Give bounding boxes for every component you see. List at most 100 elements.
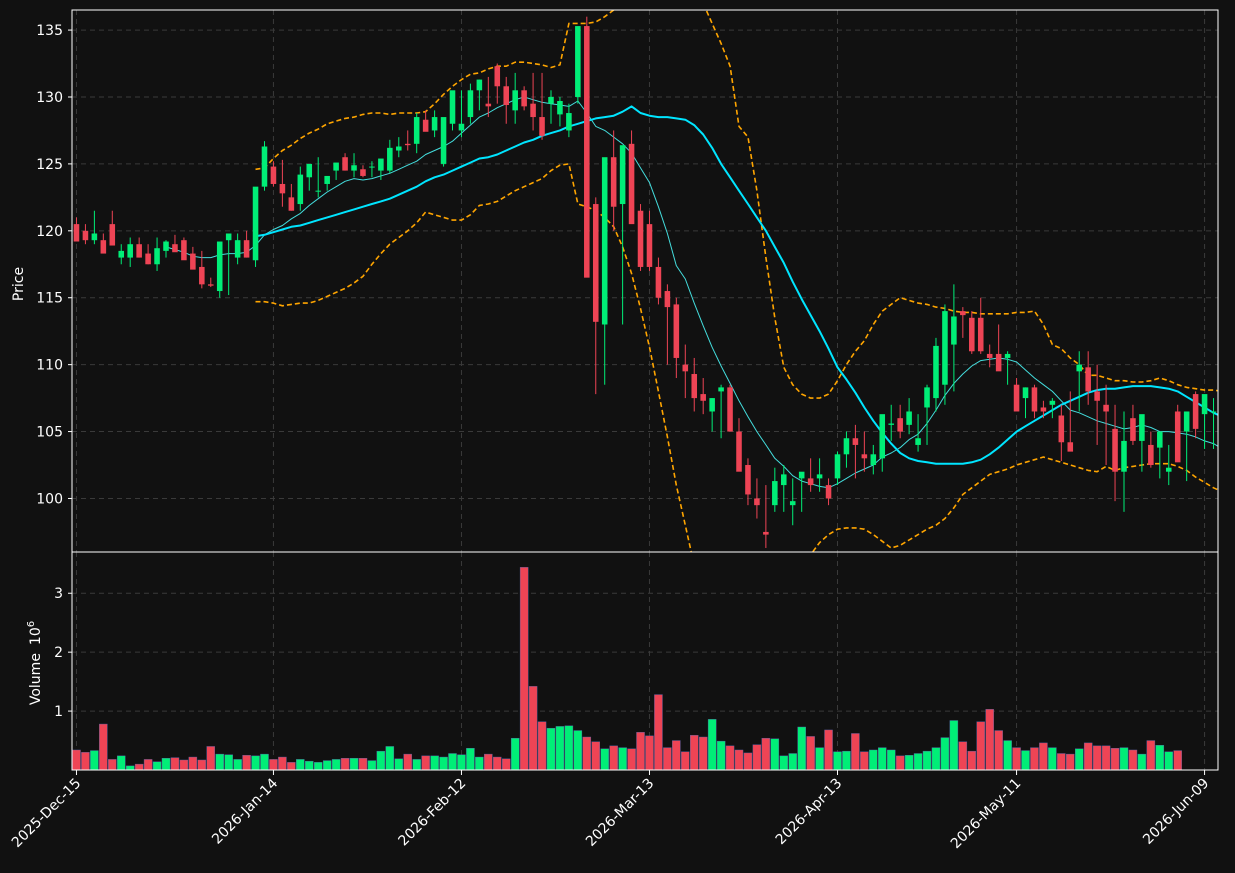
volume-bar xyxy=(394,758,404,771)
candlesticks xyxy=(73,16,1217,548)
volume-bar xyxy=(967,750,977,771)
candle-body xyxy=(1139,414,1145,441)
volume-bar xyxy=(358,758,368,771)
candle-body xyxy=(109,224,116,246)
candle-body xyxy=(861,454,868,459)
candle-body xyxy=(637,210,644,267)
candle-body xyxy=(369,166,375,168)
candle-body xyxy=(333,162,339,171)
candle-body xyxy=(1067,442,1074,452)
candle-body xyxy=(181,240,187,261)
volume-bar xyxy=(475,756,484,771)
volume-grid xyxy=(72,552,1218,770)
volume-bar xyxy=(519,567,529,771)
candle-body xyxy=(127,244,133,258)
volume-bar xyxy=(654,694,663,771)
candle-body xyxy=(825,485,832,499)
candle-body xyxy=(1148,444,1154,466)
candle-body xyxy=(100,240,107,254)
candle-body xyxy=(1031,387,1038,412)
price-tick-label: 120 xyxy=(36,224,63,240)
volume-bar xyxy=(1012,747,1021,771)
volume-bar xyxy=(99,723,108,771)
candle-body xyxy=(1076,364,1083,372)
upper-band-line xyxy=(255,10,1218,399)
volume-bar xyxy=(1110,748,1120,771)
candle-body xyxy=(190,253,196,270)
candle-body xyxy=(700,394,706,401)
volume-bar xyxy=(430,755,439,771)
candle-body xyxy=(1049,400,1056,405)
candle-body xyxy=(324,175,330,184)
candle-body xyxy=(592,204,599,322)
price-y-ticks: 100 105 110 115 120 125 130 135 xyxy=(36,23,72,507)
candle-body xyxy=(503,86,510,106)
volume-bar xyxy=(663,747,672,771)
candle-body xyxy=(610,157,617,207)
candle-body xyxy=(727,387,733,432)
price-y-axis-label: Price xyxy=(11,267,27,301)
candle-body xyxy=(843,438,850,455)
volume-bar xyxy=(170,757,180,771)
candle-body xyxy=(664,291,671,308)
candle-body xyxy=(655,266,662,298)
volume-bar xyxy=(376,750,386,771)
candle-body xyxy=(82,230,89,241)
volume-bar xyxy=(716,740,726,771)
volume-bar xyxy=(869,749,878,771)
volume-bar xyxy=(1119,747,1129,771)
candle-body xyxy=(163,241,169,251)
candle-body xyxy=(834,454,841,479)
volume-bar xyxy=(1146,740,1156,771)
volume-bar xyxy=(367,760,377,771)
volume-bar xyxy=(161,758,171,771)
fast-ma-series xyxy=(165,96,1218,489)
price-tick-label: 115 xyxy=(36,291,63,307)
candle-body xyxy=(897,418,903,432)
volume-bar xyxy=(743,752,753,771)
volume-bar xyxy=(322,760,332,771)
volume-bar xyxy=(224,754,233,771)
volume-bar xyxy=(895,755,905,771)
price-tick-label: 100 xyxy=(36,491,63,507)
volume-bar xyxy=(143,759,153,771)
volume-y-ticks: 1 2 3 xyxy=(54,586,72,720)
price-tick-label: 135 xyxy=(36,23,63,39)
candle-body xyxy=(216,241,223,292)
volume-bar xyxy=(537,721,547,771)
volume-bar xyxy=(412,759,421,771)
candle-body xyxy=(279,183,286,194)
candle-body xyxy=(199,266,205,285)
candle-body xyxy=(798,471,805,479)
candle-body xyxy=(1183,411,1190,432)
volume-bar xyxy=(788,753,797,771)
candle-body xyxy=(458,123,465,131)
candle-body xyxy=(485,103,492,107)
candle-body xyxy=(682,364,689,372)
candle-body xyxy=(986,353,993,358)
candle-body xyxy=(440,117,447,164)
candle-body xyxy=(449,90,456,124)
candle-body xyxy=(1210,411,1217,413)
candle-body xyxy=(1094,391,1100,401)
candle-body xyxy=(145,253,151,265)
candle-body xyxy=(261,146,268,187)
volume-tick-label: 1 xyxy=(54,704,63,720)
candle-body xyxy=(234,240,241,258)
candle-body xyxy=(646,224,653,267)
candle-body xyxy=(575,26,581,97)
volume-bar xyxy=(636,732,645,771)
volume-bar xyxy=(690,735,699,771)
candle-body xyxy=(709,398,715,412)
candle-body xyxy=(539,117,545,136)
candle-body xyxy=(673,304,680,358)
volume-bar xyxy=(1021,750,1030,771)
candle-body xyxy=(512,90,518,111)
volume-bar xyxy=(287,762,296,771)
volume-tick-label: 2 xyxy=(54,645,63,661)
candle-body xyxy=(566,113,572,131)
volume-bar xyxy=(600,748,609,771)
volume-bar xyxy=(528,686,538,771)
candle-body xyxy=(387,147,393,171)
